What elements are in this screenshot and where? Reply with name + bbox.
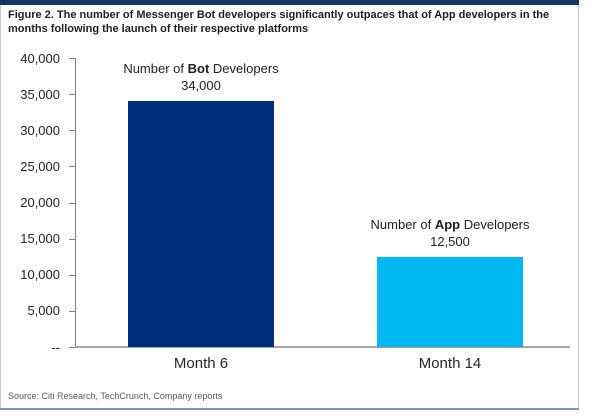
x-category-label: Month 14 (418, 355, 482, 372)
y-tick-mark (69, 94, 75, 96)
y-tick-label: -- (51, 339, 60, 355)
bottom-border-rule (0, 408, 579, 410)
y-tick-label: 20,000 (20, 195, 60, 210)
y-tick-mark (69, 166, 75, 168)
y-tick-label: 40,000 (20, 50, 60, 66)
y-axis-line (75, 58, 76, 347)
left-border (0, 5, 1, 409)
y-tick-mark (69, 310, 75, 312)
y-tick-label: 35,000 (20, 86, 60, 102)
top-border-band (0, 0, 579, 5)
right-border (578, 5, 579, 409)
source-note: Source: Citi Research, TechCrunch, Compa… (8, 391, 223, 401)
y-tick-label: 10,000 (20, 267, 60, 283)
bar-month-14 (377, 256, 523, 347)
x-category-label: Month 6 (173, 355, 229, 372)
bar-month-6 (128, 101, 274, 347)
y-tick-mark (69, 202, 75, 204)
y-tick-label: 30,000 (20, 122, 60, 138)
y-tick-mark (69, 274, 75, 276)
figure-title: Figure 2. The number of Messenger Bot de… (8, 9, 550, 35)
bar-value-label: Number of Bot Developers 34,000 (123, 61, 279, 94)
y-tick-label: 25,000 (20, 158, 60, 174)
x-axis-baseline (75, 346, 570, 348)
y-tick-label: 15,000 (20, 231, 60, 247)
y-tick-label: 5,000 (27, 303, 60, 319)
y-tick-mark (69, 58, 75, 59)
y-tick-mark (69, 347, 75, 348)
bar-value-label: Number of App Developers 12,500 (370, 216, 530, 249)
y-tick-mark (69, 130, 75, 132)
y-tick-mark (69, 238, 75, 240)
